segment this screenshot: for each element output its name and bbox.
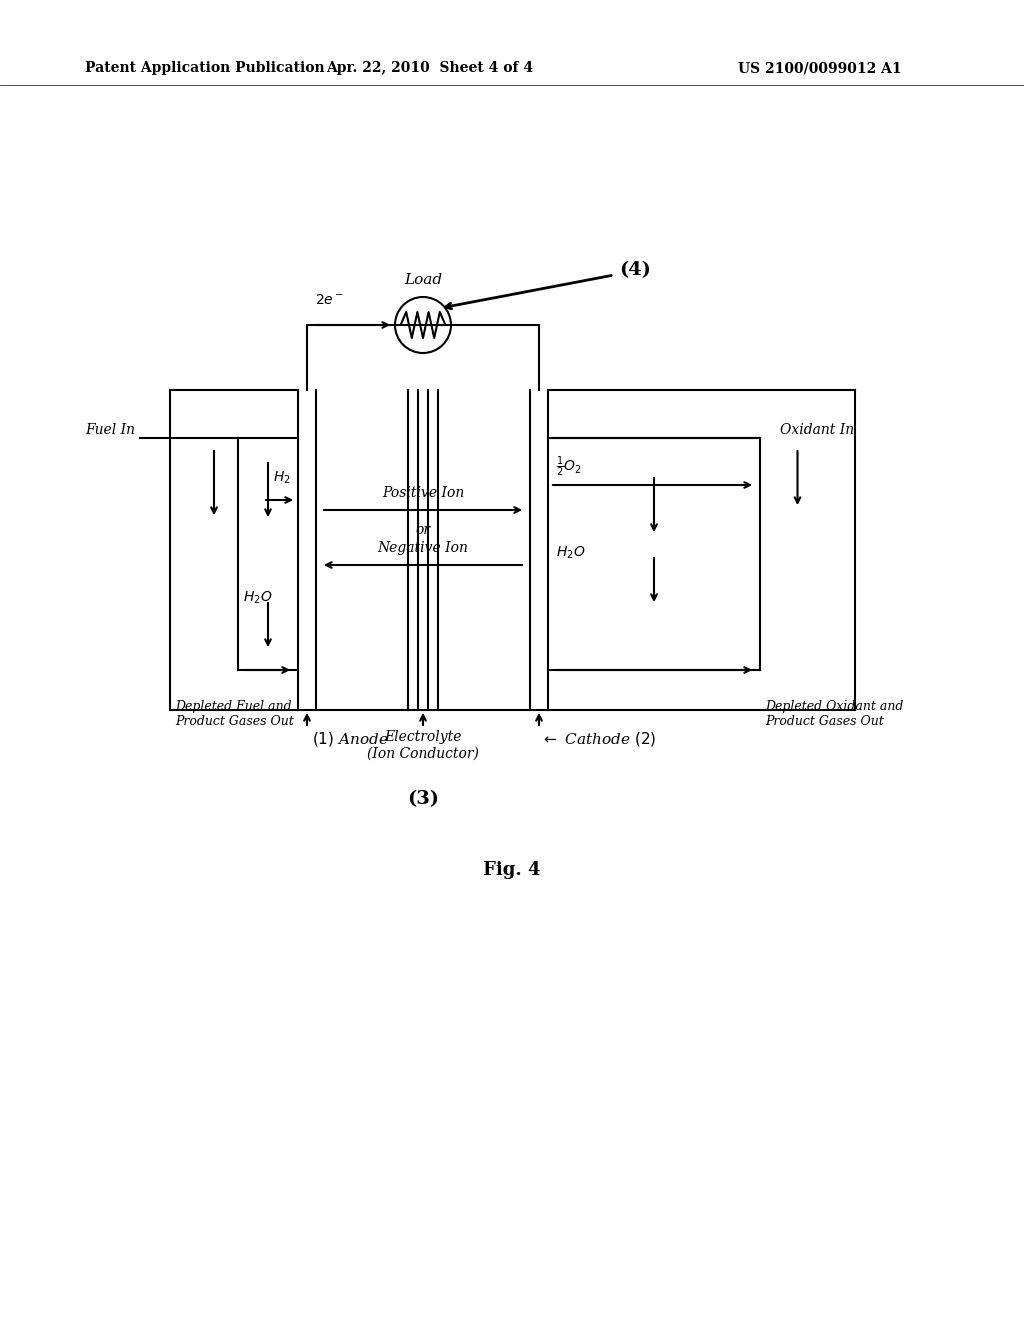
Text: $H_2O$: $H_2O$ bbox=[243, 590, 272, 606]
Text: $H_2O$: $H_2O$ bbox=[556, 545, 586, 561]
Text: Electrolyte
(Ion Conductor): Electrolyte (Ion Conductor) bbox=[367, 730, 479, 760]
Text: Load: Load bbox=[403, 273, 442, 286]
Text: $H_2$: $H_2$ bbox=[273, 470, 291, 486]
Text: Depleted Oxidant and
Product Gases Out: Depleted Oxidant and Product Gases Out bbox=[765, 700, 903, 729]
Text: US 2100/0099012 A1: US 2100/0099012 A1 bbox=[738, 61, 902, 75]
Text: Oxidant In: Oxidant In bbox=[780, 422, 854, 437]
Text: Fuel In: Fuel In bbox=[85, 422, 135, 437]
Text: $2e^-$: $2e^-$ bbox=[315, 293, 344, 308]
Text: Positive Ion: Positive Ion bbox=[382, 486, 464, 500]
Text: Apr. 22, 2010  Sheet 4 of 4: Apr. 22, 2010 Sheet 4 of 4 bbox=[327, 61, 534, 75]
Text: $\frac{1}{2}O_2$: $\frac{1}{2}O_2$ bbox=[556, 455, 582, 479]
Text: Negative Ion: Negative Ion bbox=[378, 541, 468, 554]
Text: or: or bbox=[416, 523, 430, 537]
Text: Patent Application Publication: Patent Application Publication bbox=[85, 61, 325, 75]
Text: Depleted Fuel and
Product Gases Out: Depleted Fuel and Product Gases Out bbox=[175, 700, 294, 729]
Text: (3): (3) bbox=[407, 789, 439, 808]
Text: $\mathsf{\leftarrow}$ Cathode $(2)$: $\mathsf{\leftarrow}$ Cathode $(2)$ bbox=[541, 730, 656, 748]
Text: $(1)$ Anode: $(1)$ Anode bbox=[312, 730, 388, 748]
Text: (4): (4) bbox=[618, 261, 651, 279]
Text: Fig. 4: Fig. 4 bbox=[483, 861, 541, 879]
